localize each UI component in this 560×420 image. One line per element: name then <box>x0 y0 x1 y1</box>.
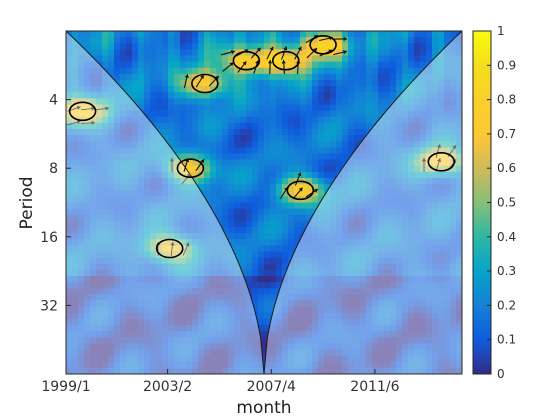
phase-arrows <box>67 34 457 257</box>
y-tick-label: 4 <box>49 93 58 109</box>
phase-arrow <box>80 106 96 111</box>
colorbar-tick-label: 0.3 <box>497 264 516 278</box>
phase-arrow <box>195 158 205 172</box>
phase-arrow <box>293 187 303 199</box>
phase-arrow <box>250 47 262 59</box>
phase-arrow <box>208 75 220 87</box>
coi-shade <box>66 31 462 374</box>
phase-arrow <box>95 106 109 111</box>
significance-contour <box>155 238 184 259</box>
x-tick-label: 2011/6 <box>350 379 399 395</box>
y-tick-label: 16 <box>40 230 58 246</box>
phase-arrow <box>306 47 318 59</box>
phase-arrow <box>222 62 234 72</box>
significance-contour <box>176 158 205 178</box>
y-tick-label: 32 <box>40 298 58 314</box>
phase-arrow <box>268 59 273 75</box>
plot-frame <box>65 30 463 375</box>
colorbar-tick-label: 1 <box>497 24 505 38</box>
phase-arrow <box>182 242 190 256</box>
colorbar-tick-label: 0.7 <box>497 127 516 141</box>
colorbar-ticks: 0 0.1 0.2 0.3 0.4 0.5 0.6 0.7 0.8 0.9 1 <box>487 24 516 381</box>
phase-arrow <box>281 46 288 60</box>
colorbar-tick-label: 0.2 <box>497 298 516 312</box>
colorbar-tick-label: 0.6 <box>497 161 516 175</box>
phase-arrow <box>221 50 235 56</box>
significance-contour <box>309 34 337 55</box>
cone-of-influence <box>66 31 462 374</box>
x-tick-label: 2007/4 <box>247 379 296 395</box>
phase-arrow <box>170 241 175 257</box>
colorbar-tick-label: 0.1 <box>497 333 516 347</box>
phase-arrow <box>183 74 189 88</box>
phase-arrow <box>281 59 286 75</box>
phase-arrow <box>294 46 302 60</box>
phase-arrow <box>266 46 274 60</box>
x-tick-label: 1999/1 <box>41 379 90 395</box>
significance-contours <box>68 34 456 259</box>
phase-arrow <box>67 120 81 126</box>
phase-arrow <box>435 144 441 158</box>
coherence-map <box>66 31 462 374</box>
phase-arrow <box>421 158 427 172</box>
y-axis: 4 8 16 32 <box>40 93 71 314</box>
y-tick-label: 8 <box>49 161 58 177</box>
x-axis: 1999/1 2003/2 2007/4 2011/6 <box>41 369 400 395</box>
phase-arrow <box>80 120 96 125</box>
phase-arrow <box>332 36 348 42</box>
y-axis-title: Period <box>17 176 37 229</box>
x-axis-title: month <box>236 398 291 418</box>
colorbar-tick-label: 0 <box>497 367 505 381</box>
significance-contour <box>191 73 219 94</box>
x-tick-label: 2003/2 <box>143 379 192 395</box>
phase-arrow <box>333 50 347 56</box>
coi-boundary <box>66 31 462 374</box>
significance-contour <box>271 50 300 71</box>
phase-arrow <box>195 74 205 88</box>
significance-contour <box>427 152 456 172</box>
significance-contour <box>286 180 315 201</box>
colorbar-tick-label: 0.8 <box>497 93 516 107</box>
colorbar-tick-label: 0.5 <box>497 196 516 210</box>
significance-contour <box>68 101 97 122</box>
phase-arrow <box>294 172 302 186</box>
phase-arrow <box>237 61 247 73</box>
colorbar-tick-label: 0.4 <box>497 230 516 244</box>
phase-arrow <box>169 157 175 173</box>
significance-contour <box>232 50 261 71</box>
colorbar-tick-label: 0.9 <box>497 58 516 72</box>
